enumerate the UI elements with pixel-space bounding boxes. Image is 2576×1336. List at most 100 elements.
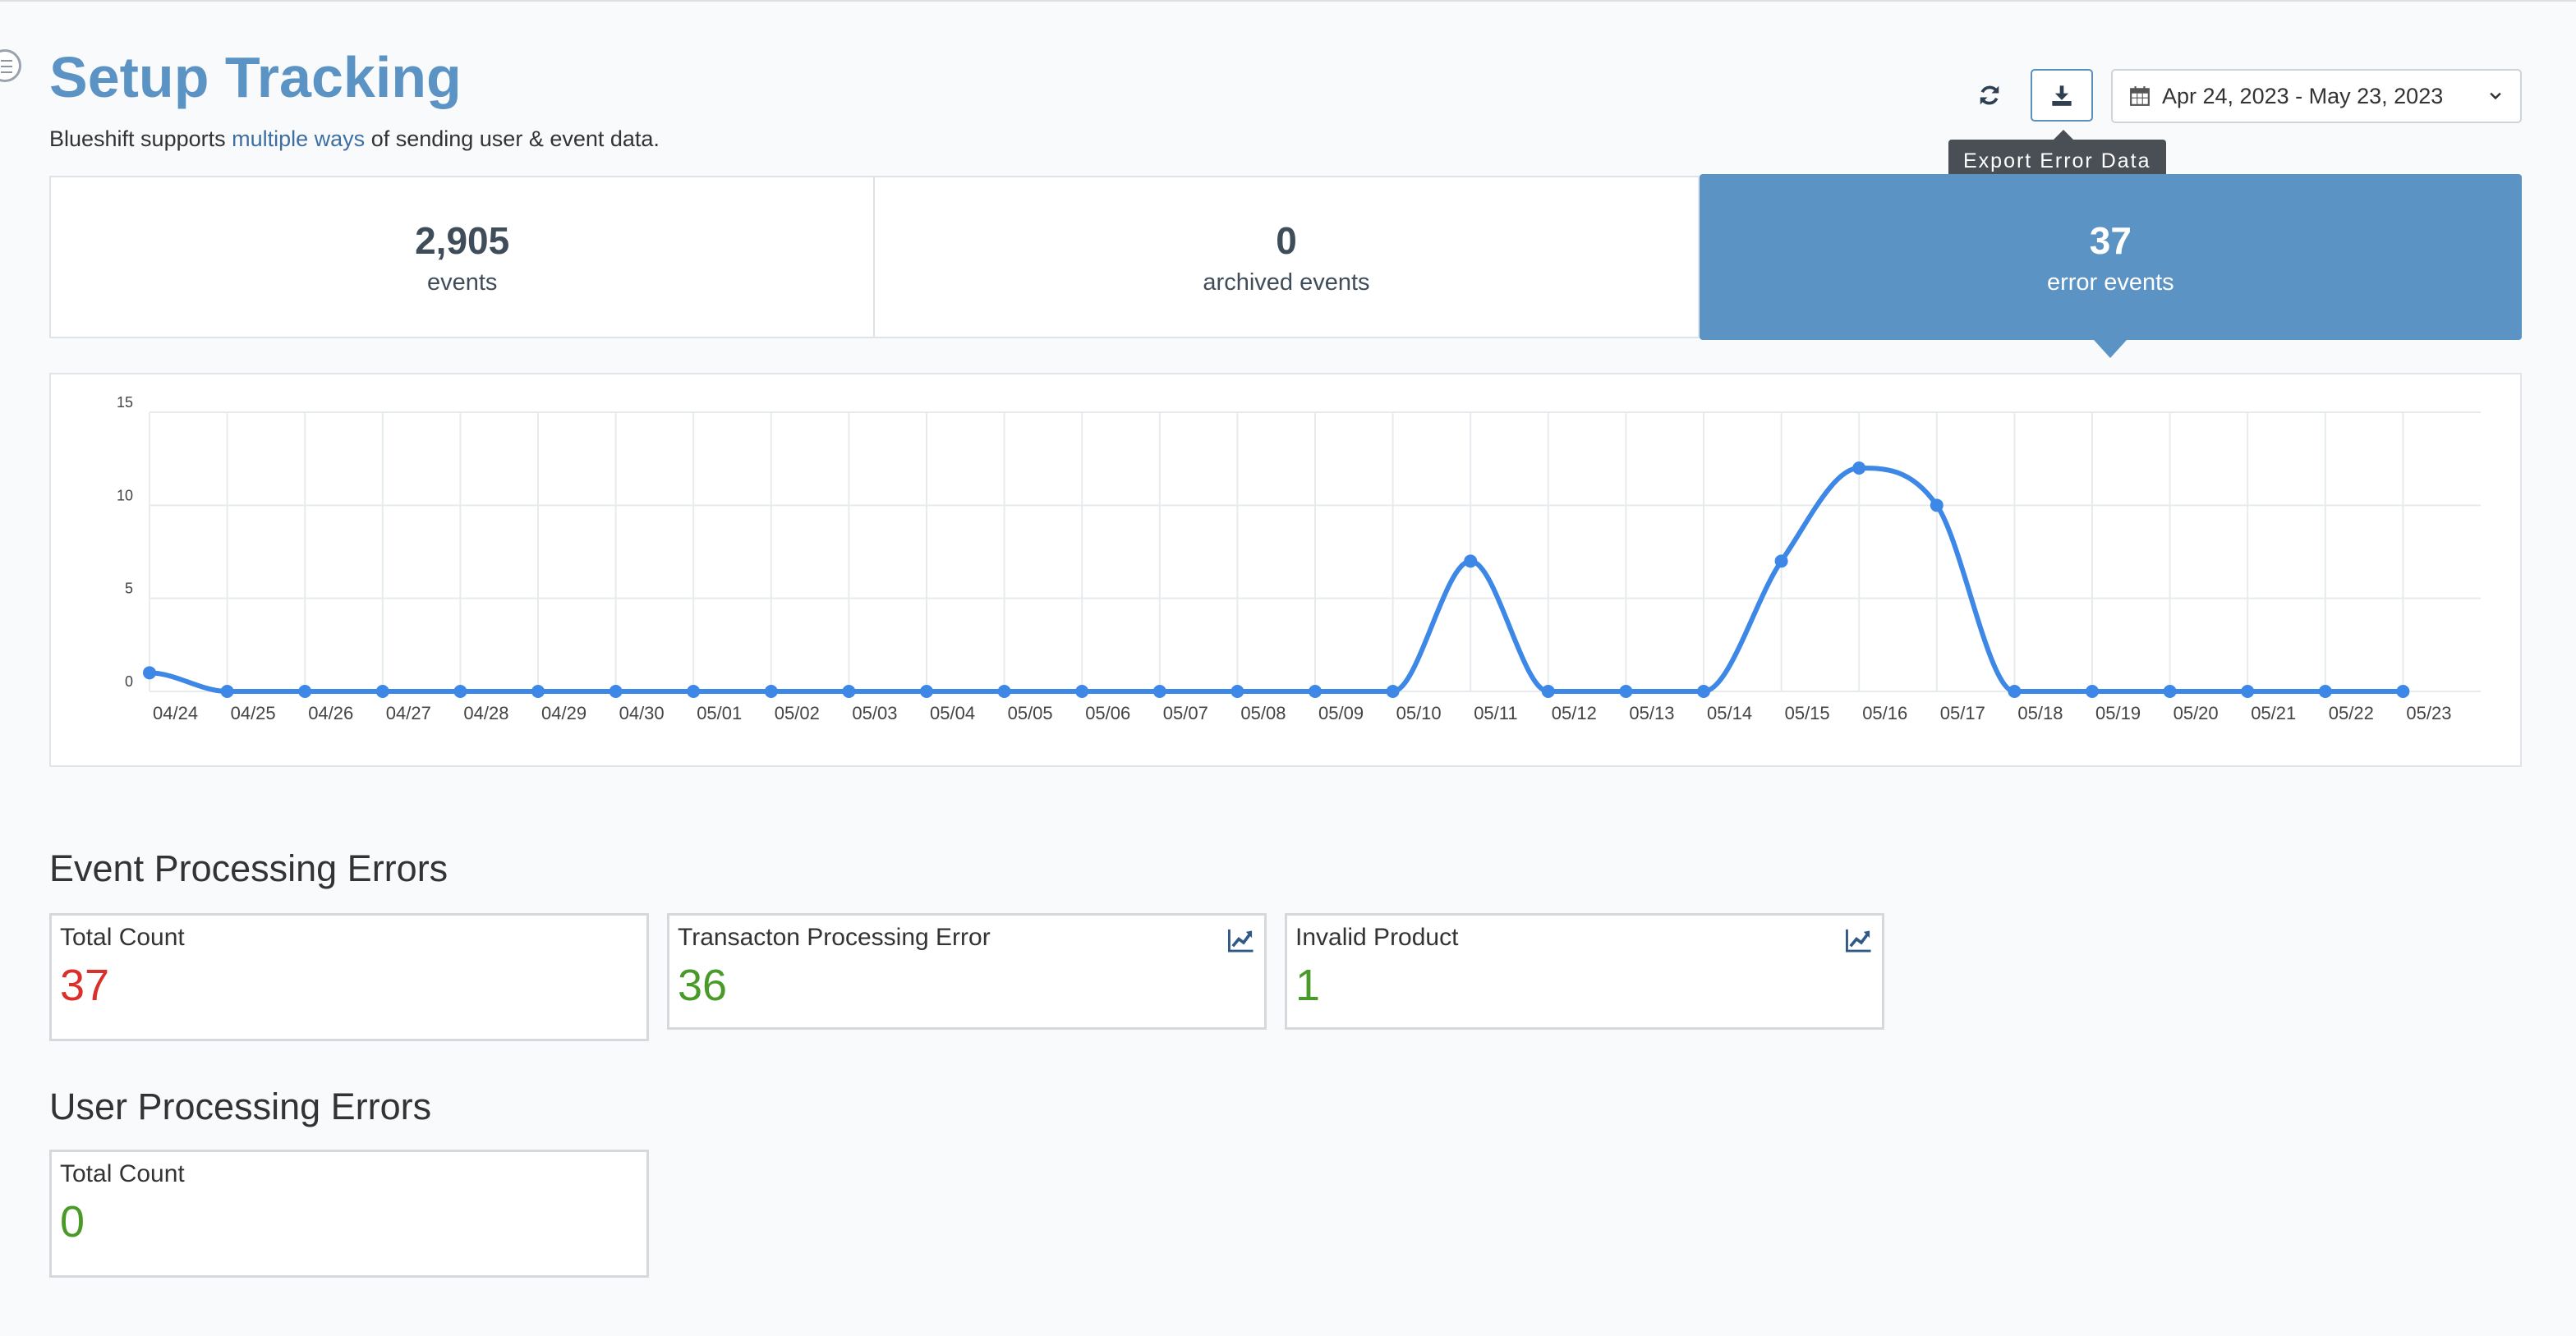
card-title: Transacton Processing Error <box>678 924 991 951</box>
user-total-count-card: Total Count 0 <box>49 1150 649 1278</box>
sidebar-toggle-icon[interactable] <box>0 49 21 82</box>
series-line <box>149 465 2404 695</box>
data-point <box>920 685 933 698</box>
x-tick-label: 05/12 <box>1552 703 1597 723</box>
data-point <box>842 685 856 698</box>
y-tick-label: 0 <box>125 673 133 690</box>
stat-label: error events <box>2046 269 2174 296</box>
calendar-icon <box>2130 86 2150 106</box>
trend-chart-icon[interactable] <box>1226 927 1256 953</box>
download-icon <box>2052 85 2072 106</box>
invalid-product-card: Invalid Product 1 <box>1285 913 1884 1030</box>
refresh-icon <box>1980 85 1999 105</box>
x-tick-label: 05/03 <box>852 703 897 723</box>
date-range-value: Apr 24, 2023 - May 23, 2023 <box>2162 83 2444 108</box>
card-count: 0 <box>60 1197 85 1246</box>
card-title: Total Count <box>60 924 185 951</box>
data-point <box>1619 685 1633 698</box>
x-tick-label: 05/10 <box>1396 703 1442 723</box>
data-point <box>2163 685 2177 698</box>
date-range-picker[interactable]: Apr 24, 2023 - May 23, 2023 <box>2111 69 2522 123</box>
data-point <box>453 685 467 698</box>
data-point <box>1852 461 1866 475</box>
stats-tabs: 2,905 events 0 archived events 37 error … <box>49 174 2522 358</box>
data-point <box>764 685 778 698</box>
trend-chart-icon[interactable] <box>1844 927 1874 953</box>
data-point <box>2086 685 2099 698</box>
x-tick-label: 05/04 <box>930 703 975 723</box>
data-point <box>2008 685 2022 698</box>
data-point <box>298 685 312 698</box>
x-tick-label: 04/27 <box>386 703 431 723</box>
stat-archived-events[interactable]: 0 archived events <box>875 177 1700 337</box>
x-tick-label: 05/14 <box>1707 703 1752 723</box>
x-tick-label: 05/08 <box>1240 703 1286 723</box>
x-tick-label: 04/29 <box>541 703 586 723</box>
multiple-ways-link[interactable]: multiple ways <box>232 126 366 151</box>
data-point <box>1464 554 1478 568</box>
data-point <box>143 666 156 680</box>
stat-value: 37 <box>2089 218 2132 262</box>
subtitle-text: Blueshift supports <box>49 126 232 151</box>
x-tick-label: 05/07 <box>1163 703 1208 723</box>
card-count: 37 <box>60 961 110 1010</box>
event-total-count-card: Total Count 37 <box>49 913 649 1041</box>
x-tick-label: 05/11 <box>1474 703 1517 723</box>
x-tick-label: 05/19 <box>2095 703 2141 723</box>
x-tick-label: 05/05 <box>1008 703 1053 723</box>
y-tick-label: 10 <box>117 487 133 503</box>
x-tick-label: 05/21 <box>2251 703 2296 723</box>
x-tick-label: 04/26 <box>308 703 353 723</box>
x-tick-label: 05/06 <box>1085 703 1130 723</box>
x-tick-label: 04/25 <box>231 703 276 723</box>
card-title: Invalid Product <box>1295 924 1459 951</box>
event-processing-errors-title: Event Processing Errors <box>49 847 448 889</box>
x-tick-label: 05/17 <box>1940 703 1985 723</box>
stat-value: 2,905 <box>415 218 510 262</box>
stat-value: 0 <box>1276 218 1297 262</box>
data-point <box>1930 498 1944 512</box>
data-point <box>1697 685 1710 698</box>
x-tick-label: 04/30 <box>619 703 665 723</box>
x-tick-label: 05/16 <box>1862 703 1907 723</box>
stat-events[interactable]: 2,905 events <box>51 177 876 337</box>
x-tick-label: 04/24 <box>153 703 198 723</box>
data-point <box>1541 685 1555 698</box>
data-point <box>997 685 1011 698</box>
stat-label: events <box>426 269 498 296</box>
data-point <box>1152 685 1166 698</box>
y-tick-label: 15 <box>117 394 133 411</box>
x-tick-label: 05/20 <box>2174 703 2219 723</box>
x-tick-label: 05/01 <box>697 703 742 723</box>
data-point <box>1774 554 1788 568</box>
line-chart: 0 5 10 15 04/24 04/25 04/26 04/27 04/28 04/29 04/3… <box>117 394 2481 723</box>
data-point <box>2396 685 2410 698</box>
data-point <box>1075 685 1089 698</box>
data-point <box>220 685 234 698</box>
x-tick-label: 05/09 <box>1318 703 1364 723</box>
error-events-chart: 0 5 10 15 04/24 04/25 04/26 04/27 04/28 04/29 04/3… <box>49 373 2522 767</box>
data-point <box>2241 685 2255 698</box>
user-processing-errors-title: User Processing Errors <box>49 1086 432 1127</box>
data-point <box>1309 685 1322 698</box>
transaction-processing-error-card: Transacton Processing Error 36 <box>667 913 1267 1030</box>
refresh-button[interactable] <box>1966 72 2012 118</box>
x-tick-label: 05/13 <box>1629 703 1674 723</box>
subtitle-text-end: of sending user & event data. <box>365 126 660 151</box>
y-tick-label: 5 <box>125 581 133 597</box>
data-point <box>2318 685 2332 698</box>
data-point <box>687 685 701 698</box>
data-point <box>375 685 389 698</box>
stat-error-events[interactable]: 37 error events <box>1699 174 2522 358</box>
page-title: Setup Tracking <box>49 45 462 109</box>
data-point <box>609 685 623 698</box>
page-subtitle: Blueshift supports multiple ways of send… <box>49 126 660 152</box>
card-count: 36 <box>678 961 728 1010</box>
x-tick-label: 05/23 <box>2406 703 2451 723</box>
stat-label: archived events <box>1203 269 1370 296</box>
x-tick-label: 04/28 <box>463 703 508 723</box>
data-point <box>531 685 545 698</box>
chevron-down-icon <box>2490 92 2501 100</box>
x-tick-label: 05/15 <box>1785 703 1830 723</box>
export-error-data-button[interactable] <box>2031 69 2093 122</box>
